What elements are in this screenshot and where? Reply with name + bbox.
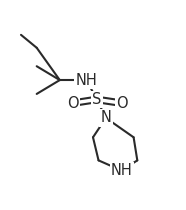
Text: NH: NH [111, 163, 132, 178]
Text: S: S [92, 92, 101, 107]
Text: O: O [116, 96, 127, 111]
Text: O: O [67, 96, 78, 111]
Text: N: N [100, 110, 111, 125]
Text: NH: NH [76, 73, 97, 88]
